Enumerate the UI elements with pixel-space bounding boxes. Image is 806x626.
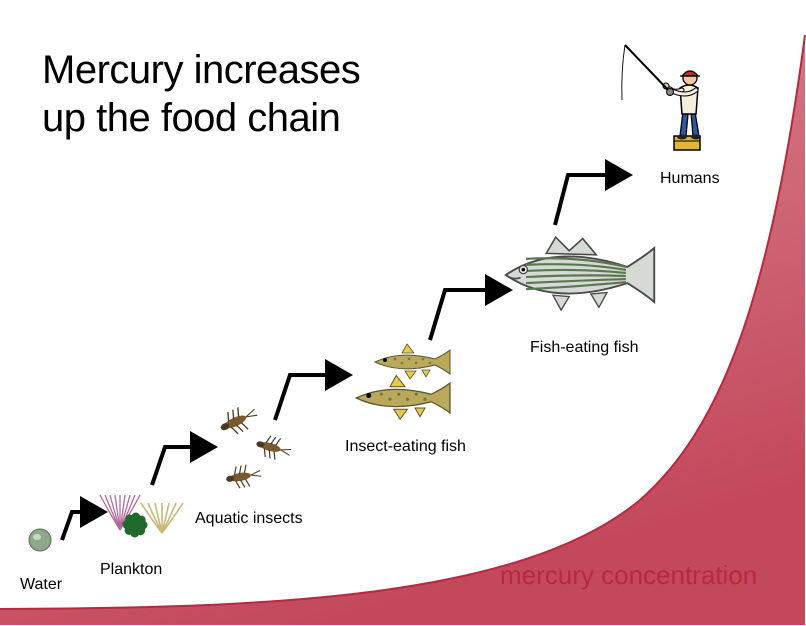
level-label-water: Water: [20, 576, 62, 594]
level-label-fish_eating_fish: Fish-eating fish: [530, 339, 639, 357]
fish-eating-fish-icon: [506, 237, 655, 310]
water-icon: [29, 529, 51, 551]
level-label-aquatic_insects: Aquatic insects: [195, 510, 303, 528]
aquatic-insects-icon: [216, 401, 293, 490]
level-label-humans: Humans: [660, 170, 720, 188]
diagram-stage: Mercury increases up the food chain merc…: [0, 0, 806, 626]
human-fisherman-icon: [622, 45, 701, 150]
level-label-plankton: Plankton: [100, 561, 162, 579]
insect-eating-fish-icon: [356, 344, 450, 419]
organism-icons: [0, 0, 806, 626]
level-label-insect_eating_fish: Insect-eating fish: [345, 438, 466, 456]
plankton-icon: [100, 495, 183, 537]
